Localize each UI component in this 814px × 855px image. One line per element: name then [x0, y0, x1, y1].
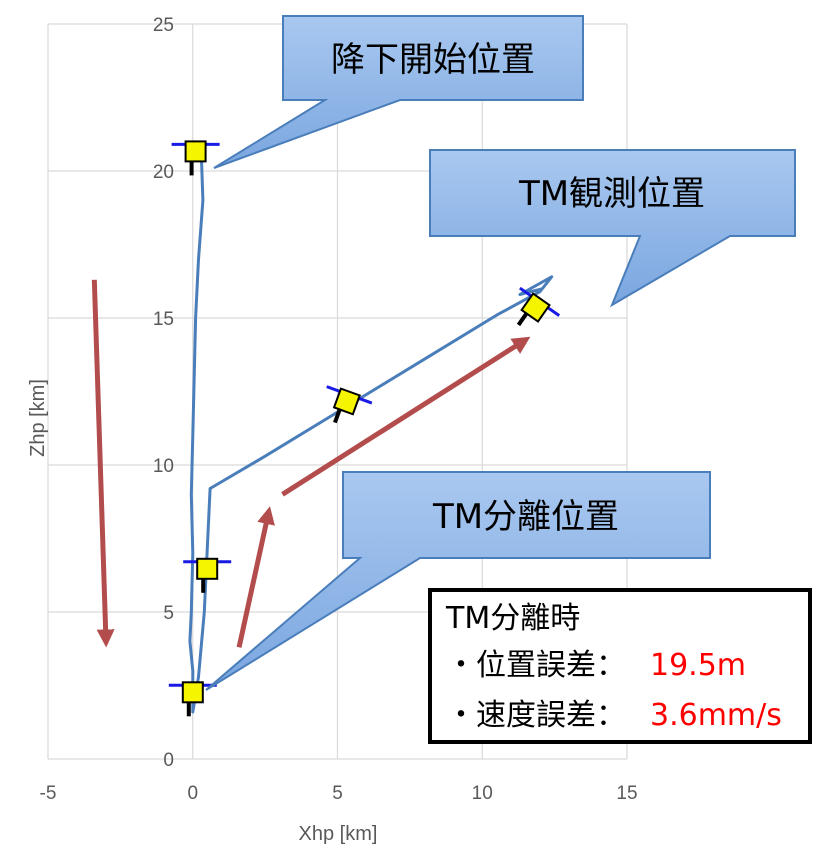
y-tick-label-3: 15	[153, 309, 174, 330]
callout-tm-separate-label: TM分離位置	[432, 497, 619, 537]
callout-tm-observe: TM観測位置	[429, 149, 796, 308]
callout-descent-start-label: 降下開始位置	[331, 40, 535, 80]
y-axis-title: Zhp [km]	[27, 379, 49, 457]
spacecraft-marker-3	[326, 385, 373, 424]
position-error-label: ・位置誤差：	[446, 648, 626, 683]
y-tick-label-1: 5	[163, 603, 174, 624]
separation-info-box: TM分離時 ・位置誤差： 19.5m ・速度誤差： 3.6mm/s	[428, 588, 812, 744]
spacecraft-marker-4	[516, 286, 561, 327]
spacecraft-marker-2	[168, 681, 217, 717]
position-error-value: 19.5m	[650, 648, 746, 683]
trajectory-line-0	[188, 156, 554, 714]
y-tick-labels: 0 5 10 15 20 25	[153, 15, 174, 771]
spacecraft-marker-0	[171, 140, 220, 176]
y-tick-label-2: 10	[153, 456, 174, 477]
direction-arrows	[91, 279, 531, 648]
velocity-error-value: 3.6mm/s	[650, 698, 782, 733]
spacecraft-marker-1	[183, 557, 232, 593]
y-tick-label-4: 20	[153, 162, 174, 183]
callout-tm-separate: TM分離位置	[205, 471, 711, 691]
x-tick-label-3: 10	[472, 783, 493, 804]
spacecraft-markers	[168, 140, 561, 717]
velocity-error-label: ・速度誤差：	[446, 698, 626, 733]
callout-descent-start: 降下開始位置	[213, 15, 584, 169]
x-tick-label-4: 15	[616, 783, 637, 804]
direction-arrow-1	[236, 506, 275, 648]
x-axis-title: Xhp [km]	[299, 823, 378, 845]
y-tick-label-0: 0	[163, 750, 174, 771]
y-tick-label-5: 25	[153, 15, 174, 36]
x-tick-labels: -5 0 5 10 15	[40, 783, 638, 804]
x-tick-label-1: 0	[187, 783, 198, 804]
callout-tm-observe-label: TM観測位置	[518, 174, 705, 214]
series-group	[188, 156, 554, 714]
info-box-title: TM分離時	[445, 601, 580, 636]
direction-arrow-0	[91, 279, 115, 648]
direction-arrow-2	[281, 336, 531, 497]
x-tick-label-2: 5	[332, 783, 343, 804]
x-tick-label-0: -5	[40, 783, 57, 804]
